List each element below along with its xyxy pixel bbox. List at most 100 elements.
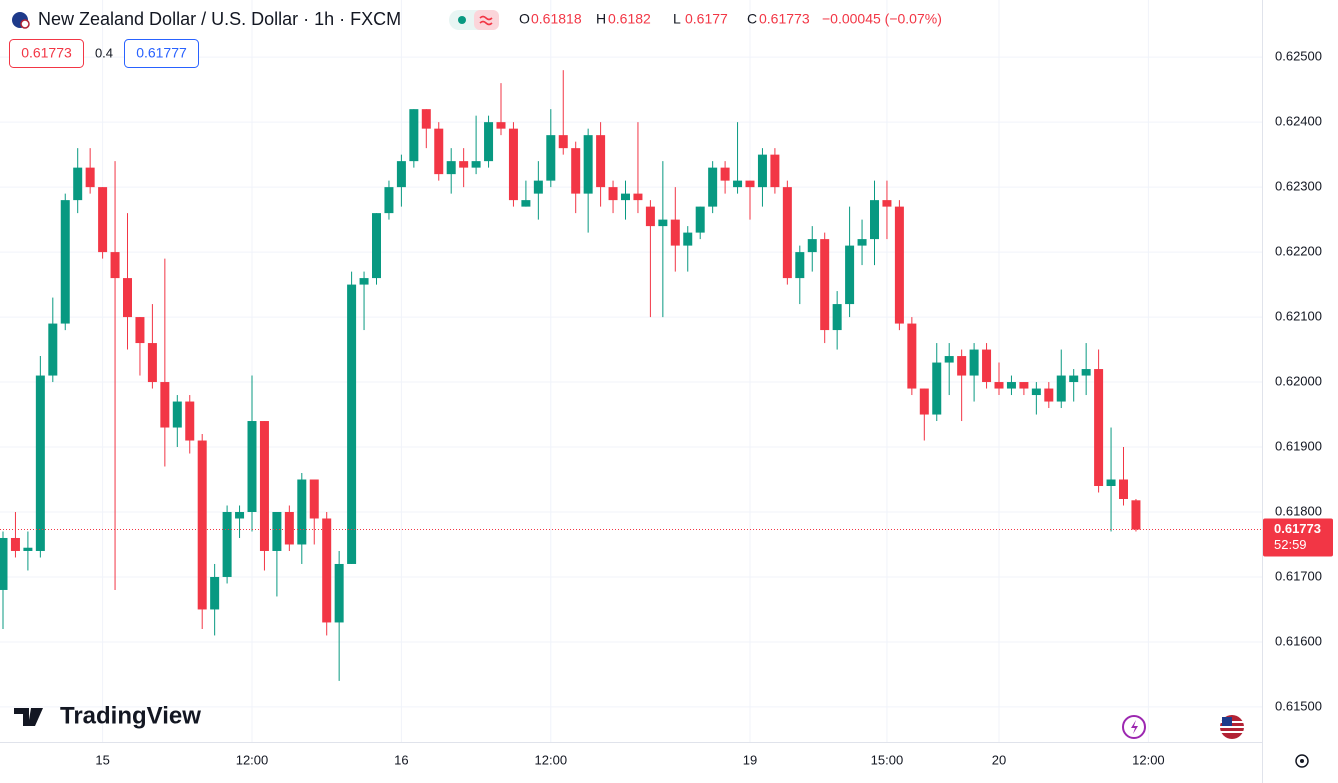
candle-body xyxy=(446,161,456,175)
x-tick-label: 12:00 xyxy=(535,752,568,767)
candle-body xyxy=(396,161,406,188)
candle-body xyxy=(670,219,680,246)
candle-body xyxy=(608,187,618,201)
candle-body xyxy=(757,154,767,188)
candle-body xyxy=(272,511,282,551)
candle-body xyxy=(135,317,145,344)
candle-body xyxy=(0,537,8,590)
settings-icon[interactable] xyxy=(1295,754,1309,768)
candle-body xyxy=(322,518,332,623)
candle-body xyxy=(309,479,319,519)
bid-box[interactable] xyxy=(9,39,84,68)
legend-label: H xyxy=(596,11,606,27)
legend-value: 0.61773 xyxy=(759,11,810,27)
economic-flag-icon xyxy=(1222,717,1232,726)
candle-body xyxy=(521,200,531,207)
candle-body xyxy=(1094,369,1104,487)
candle-body xyxy=(48,323,58,376)
candle-body xyxy=(434,128,444,175)
price-tag-value: 0.61773 xyxy=(1274,521,1321,536)
candle-body xyxy=(870,200,879,240)
x-tick-label: 12:00 xyxy=(236,752,269,767)
candle-body xyxy=(347,284,357,564)
candle-body xyxy=(919,388,929,415)
y-tick-label: 0.62400 xyxy=(1275,114,1322,129)
ask-box[interactable] xyxy=(124,39,199,68)
change: −0.00045 (−0.07%) xyxy=(822,11,942,27)
candle-body xyxy=(147,343,157,383)
grid xyxy=(0,0,1262,742)
candle-body xyxy=(210,576,220,610)
bid: 0.61773 xyxy=(21,45,72,61)
candle-body xyxy=(160,382,170,428)
y-tick-label: 0.62500 xyxy=(1275,49,1322,64)
x-tick-label: 16 xyxy=(394,752,408,767)
candle-body xyxy=(770,154,780,188)
candle-body xyxy=(359,278,369,285)
candle-body xyxy=(857,239,867,246)
y-tick-label: 0.62200 xyxy=(1275,244,1322,259)
candle-body xyxy=(957,356,967,376)
candle-body xyxy=(60,200,70,324)
legend-label: L xyxy=(673,11,681,27)
events-icon[interactable] xyxy=(1122,715,1146,739)
candle-body xyxy=(259,421,269,551)
spread: 0.4 xyxy=(95,45,113,60)
legend-label: O xyxy=(519,11,530,27)
market-open-dot xyxy=(458,16,466,24)
candle-body xyxy=(882,200,892,207)
candle-body xyxy=(708,167,718,207)
symbol-title: New Zealand Dollar / U.S. Dollar · 1h · … xyxy=(38,9,401,29)
candle-body xyxy=(1006,382,1016,389)
candle-body xyxy=(982,349,992,383)
y-tick-label: 0.62100 xyxy=(1275,309,1322,324)
y-tick-label: 0.61900 xyxy=(1275,438,1322,453)
x-tick-label: 12:00 xyxy=(1132,752,1165,767)
candle-body xyxy=(123,278,132,318)
candle-body xyxy=(546,135,556,181)
axes: 0.61500 0.61600 0.61700 0.61800 0.61900 0.620… xyxy=(95,49,1333,767)
candles xyxy=(0,70,1262,681)
candle-body xyxy=(1081,369,1091,376)
candle-body xyxy=(247,421,257,512)
candle-body xyxy=(471,161,481,168)
logo: TradingView xyxy=(60,702,201,729)
candle-body xyxy=(695,206,705,233)
price-tag xyxy=(1263,518,1333,557)
y-tick-label: 0.61700 xyxy=(1275,568,1322,583)
candle-body xyxy=(185,401,195,441)
candle-body xyxy=(845,245,855,305)
candle-body xyxy=(745,180,755,188)
candle-body xyxy=(820,239,830,331)
candle-body xyxy=(372,213,381,279)
delay-pill xyxy=(474,10,499,30)
candle-body xyxy=(733,180,743,188)
candle-body xyxy=(1044,388,1054,402)
candle-body xyxy=(621,193,630,201)
candle-body xyxy=(284,511,294,545)
candle-body xyxy=(795,252,805,279)
candle-body xyxy=(1119,479,1128,499)
candle-body xyxy=(35,375,45,551)
candle-body xyxy=(297,479,307,545)
candle-body xyxy=(23,547,33,551)
candle-body xyxy=(384,187,394,214)
legend-value: 0.6177 xyxy=(685,11,728,27)
candle-body xyxy=(645,206,655,227)
logo-mark xyxy=(33,708,39,714)
candle-body xyxy=(1056,375,1066,402)
candle-body xyxy=(894,206,904,324)
legend-value: 0.61818 xyxy=(531,11,582,27)
x-tick-label: 15:00 xyxy=(871,752,904,767)
candle-body xyxy=(172,401,182,428)
y-tick-label: 0.62000 xyxy=(1275,373,1322,388)
candle-body xyxy=(334,563,344,623)
candle-body xyxy=(459,161,469,168)
candle-body xyxy=(1131,500,1141,530)
x-tick-label: 20 xyxy=(992,752,1006,767)
candle-body xyxy=(596,135,606,188)
candle-body xyxy=(807,239,817,253)
legend-value: 0.6182 xyxy=(608,11,651,27)
